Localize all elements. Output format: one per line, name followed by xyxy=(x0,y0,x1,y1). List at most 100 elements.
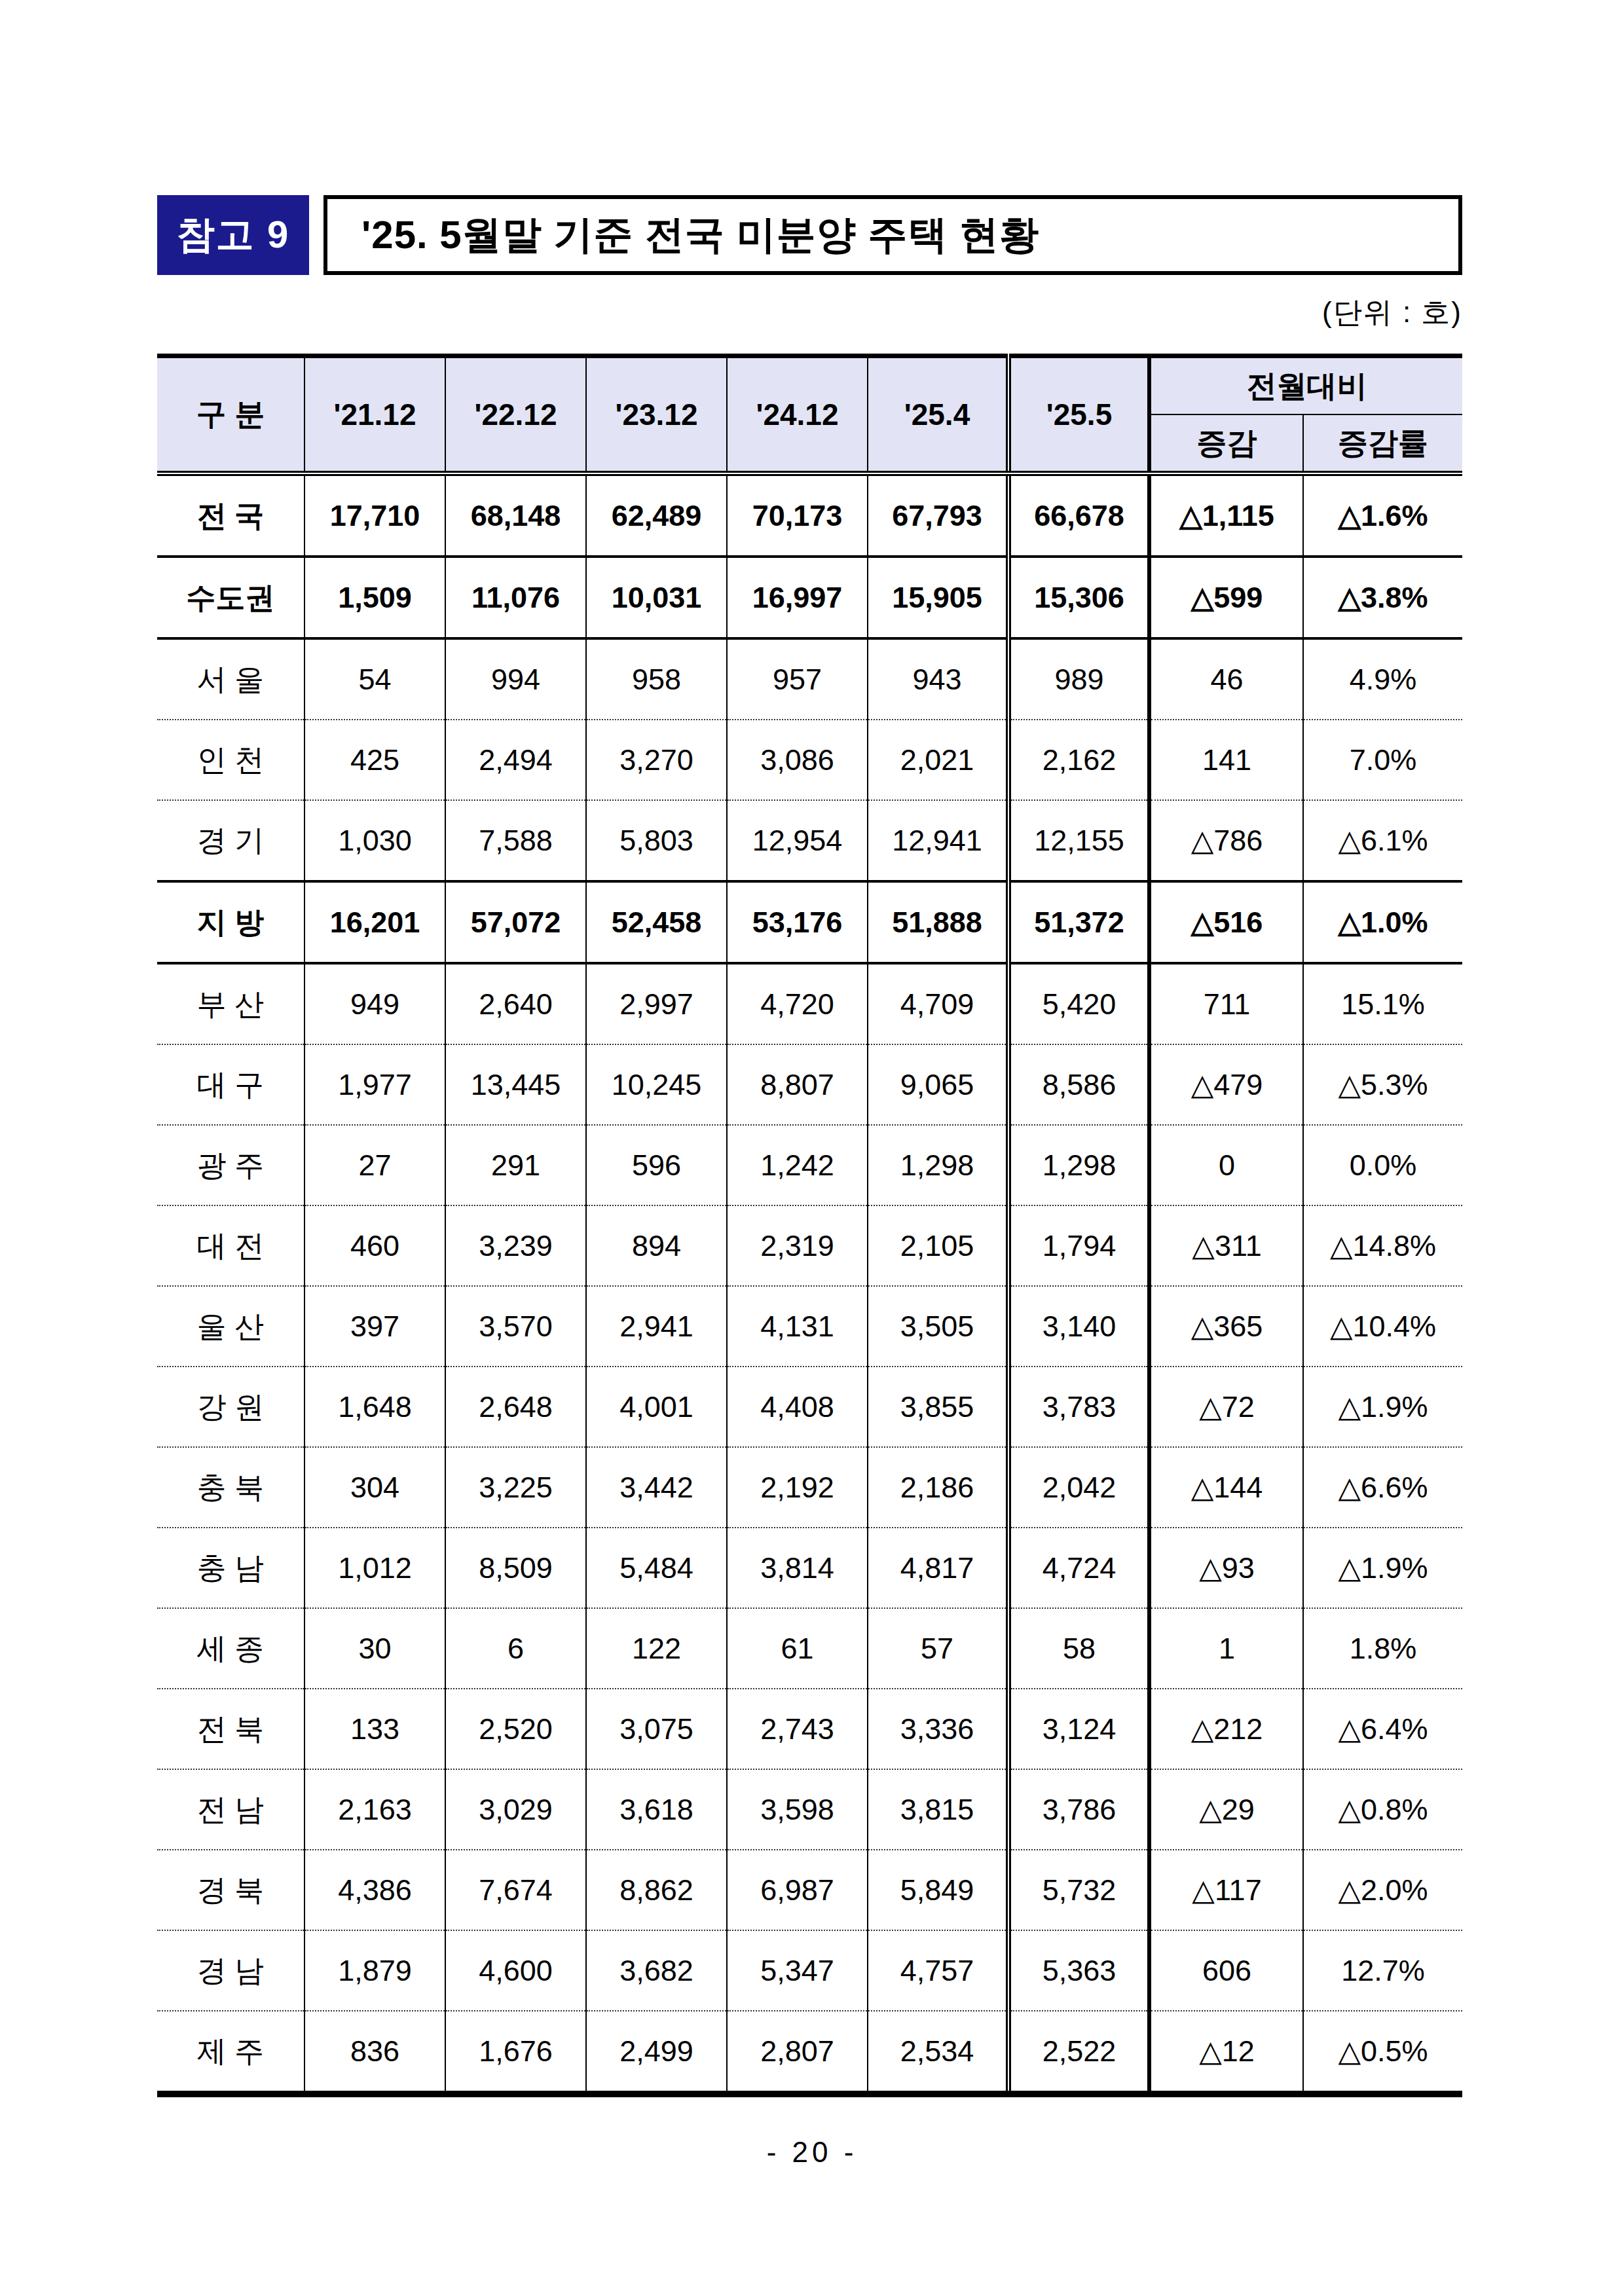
row-label: 서 울 xyxy=(157,638,304,720)
column-header-period: '25.5 xyxy=(1008,356,1149,474)
column-header-period: '22.12 xyxy=(445,356,586,474)
table-cell: △786 xyxy=(1149,800,1303,881)
table-cell: 68,148 xyxy=(445,473,586,557)
table-cell: 3,239 xyxy=(445,1205,586,1286)
table-row: 세 종30612261575811.8% xyxy=(157,1608,1462,1689)
table-row: 경 기1,0307,5885,80312,95412,94112,155△786… xyxy=(157,800,1462,881)
column-subheader: 증감률 xyxy=(1303,414,1462,473)
table-cell: △5.3% xyxy=(1303,1044,1462,1125)
row-label: 충 남 xyxy=(157,1528,304,1608)
table-cell: 2,162 xyxy=(1008,720,1149,800)
table-cell: 5,849 xyxy=(868,1850,1008,1930)
table-cell: 8,862 xyxy=(586,1850,727,1930)
table-cell: 949 xyxy=(304,963,445,1044)
table-cell: 1,242 xyxy=(727,1125,868,1205)
table-cell: △599 xyxy=(1149,557,1303,638)
table-cell: 15,905 xyxy=(868,557,1008,638)
table-cell: 3,086 xyxy=(727,720,868,800)
table-cell: △117 xyxy=(1149,1850,1303,1930)
table-cell: △1.9% xyxy=(1303,1367,1462,1447)
table-cell: 57,072 xyxy=(445,881,586,963)
table-cell: 4,724 xyxy=(1008,1528,1149,1608)
table-cell: 1,648 xyxy=(304,1367,445,1447)
table-cell: 3,505 xyxy=(868,1286,1008,1367)
table-cell: 3,814 xyxy=(727,1528,868,1608)
table-cell: 2,520 xyxy=(445,1689,586,1769)
table-cell: 291 xyxy=(445,1125,586,1205)
table-cell: 2,534 xyxy=(868,2011,1008,2094)
table-row: 울 산3973,5702,9414,1313,5053,140△365△10.4… xyxy=(157,1286,1462,1367)
table-cell: 8,586 xyxy=(1008,1044,1149,1125)
table-cell: △1,115 xyxy=(1149,473,1303,557)
table-cell: 2,648 xyxy=(445,1367,586,1447)
column-header-period: '25.4 xyxy=(868,356,1008,474)
page-title: '25. 5월말 기준 전국 미분양 주택 현황 xyxy=(323,195,1462,275)
table-cell: 12,941 xyxy=(868,800,1008,881)
row-label: 세 종 xyxy=(157,1608,304,1689)
table-cell: △0.5% xyxy=(1303,2011,1462,2094)
table-cell: 3,855 xyxy=(868,1367,1008,1447)
table-cell: 17,710 xyxy=(304,473,445,557)
table-cell: 0.0% xyxy=(1303,1125,1462,1205)
table-cell: 5,484 xyxy=(586,1528,727,1608)
table-cell: 2,042 xyxy=(1008,1447,1149,1528)
row-label: 제 주 xyxy=(157,2011,304,2094)
table-row: 서 울54994958957943989464.9% xyxy=(157,638,1462,720)
column-header-period: '21.12 xyxy=(304,356,445,474)
table-cell: 4,600 xyxy=(445,1930,586,2011)
table-cell: 57 xyxy=(868,1608,1008,1689)
table-cell: 3,570 xyxy=(445,1286,586,1367)
table-cell: 10,245 xyxy=(586,1044,727,1125)
table-row: 인 천4252,4943,2703,0862,0212,1621417.0% xyxy=(157,720,1462,800)
table-cell: 2,997 xyxy=(586,963,727,1044)
table-cell: 46 xyxy=(1149,638,1303,720)
table-row: 대 전4603,2398942,3192,1051,794△311△14.8% xyxy=(157,1205,1462,1286)
table-cell: △6.6% xyxy=(1303,1447,1462,1528)
table-cell: 58 xyxy=(1008,1608,1149,1689)
table-cell: 2,522 xyxy=(1008,2011,1149,2094)
table-cell: 1,676 xyxy=(445,2011,586,2094)
table-cell: 4,001 xyxy=(586,1367,727,1447)
badge-gap xyxy=(309,195,323,275)
table-cell: 12.7% xyxy=(1303,1930,1462,2011)
table-cell: 2,941 xyxy=(586,1286,727,1367)
table-cell: 13,445 xyxy=(445,1044,586,1125)
page-number: - 20 - xyxy=(0,2136,1624,2169)
table-cell: 4,386 xyxy=(304,1850,445,1930)
table-row: 제 주8361,6762,4992,8072,5342,522△12△0.5% xyxy=(157,2011,1462,2094)
table-cell: 3,270 xyxy=(586,720,727,800)
document-page: 참고 9 '25. 5월말 기준 전국 미분양 주택 현황 (단위 : 호) 구… xyxy=(0,0,1624,2295)
column-header-period: '23.12 xyxy=(586,356,727,474)
table-cell: 3,336 xyxy=(868,1689,1008,1769)
table-cell: 994 xyxy=(445,638,586,720)
table-cell: 3,075 xyxy=(586,1689,727,1769)
table-cell: 2,021 xyxy=(868,720,1008,800)
table-cell: 4,720 xyxy=(727,963,868,1044)
table-row: 전 남2,1633,0293,6183,5983,8153,786△29△0.8… xyxy=(157,1769,1462,1850)
table-cell: 52,458 xyxy=(586,881,727,963)
table-cell: 2,163 xyxy=(304,1769,445,1850)
table-cell: △1.9% xyxy=(1303,1528,1462,1608)
table-cell: △3.8% xyxy=(1303,557,1462,638)
table-cell: 8,807 xyxy=(727,1044,868,1125)
table-cell: 16,997 xyxy=(727,557,868,638)
unsold-housing-table: 구 분'21.12'22.12'23.12'24.12'25.4'25.5전월대… xyxy=(157,354,1462,2097)
table-cell: △29 xyxy=(1149,1769,1303,1850)
table-cell: △6.1% xyxy=(1303,800,1462,881)
table-cell: 4,408 xyxy=(727,1367,868,1447)
table-cell: △144 xyxy=(1149,1447,1303,1528)
reference-badge: 참고 9 xyxy=(157,195,309,275)
table-cell: 957 xyxy=(727,638,868,720)
table-cell: 10,031 xyxy=(586,557,727,638)
table-row: 충 북3043,2253,4422,1922,1862,042△144△6.6% xyxy=(157,1447,1462,1528)
row-label: 울 산 xyxy=(157,1286,304,1367)
table-row: 대 구1,97713,44510,2458,8079,0658,586△479△… xyxy=(157,1044,1462,1125)
table-cell: 7,588 xyxy=(445,800,586,881)
table-cell: 1,509 xyxy=(304,557,445,638)
table-cell: 3,682 xyxy=(586,1930,727,2011)
section-header: 참고 9 '25. 5월말 기준 전국 미분양 주택 현황 xyxy=(157,195,1462,275)
table-cell: 3,815 xyxy=(868,1769,1008,1850)
table-cell: 1,794 xyxy=(1008,1205,1149,1286)
table-cell: 54 xyxy=(304,638,445,720)
table-cell: 122 xyxy=(586,1608,727,1689)
